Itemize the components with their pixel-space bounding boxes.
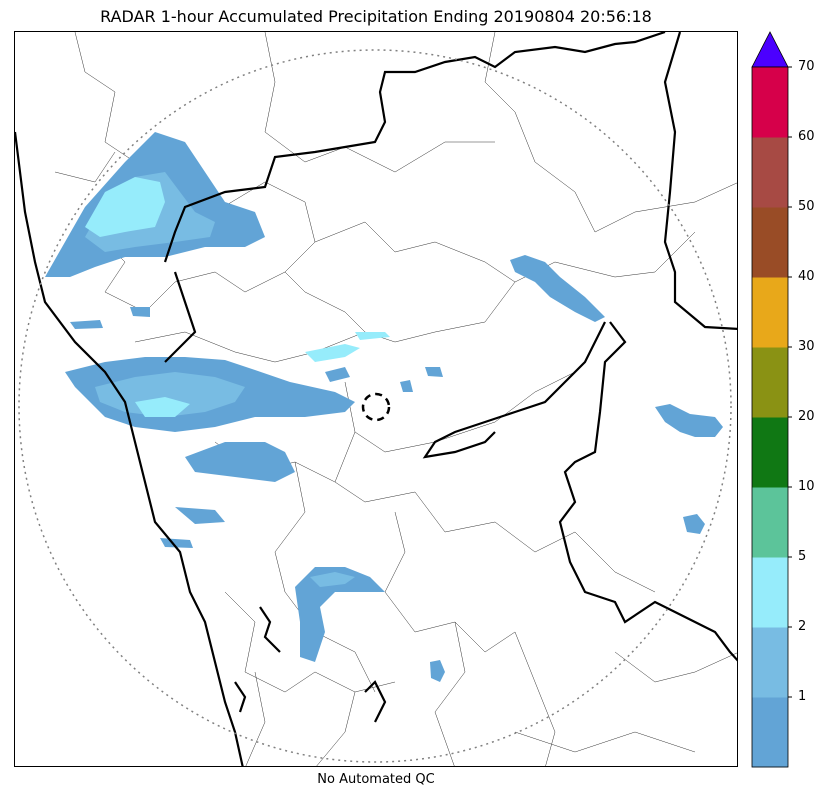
colorbar-segment	[752, 697, 788, 768]
colorbar-tick-label: 2	[798, 619, 807, 634]
colorbar-extend-arrow	[751, 31, 789, 68]
colorbar-segment	[752, 557, 788, 628]
colorbar	[751, 31, 792, 768]
colorbar-segment	[752, 277, 788, 348]
colorbar-tick-label: 20	[798, 409, 815, 424]
colorbar-segment	[752, 627, 788, 698]
radar-site-marker	[361, 392, 391, 422]
map-canvas	[15, 32, 737, 766]
colorbar-segment	[752, 347, 788, 418]
colorbar-segment	[752, 67, 788, 138]
colorbar-segment	[752, 487, 788, 558]
chart-title: RADAR 1-hour Accumulated Precipitation E…	[100, 7, 652, 26]
colorbar-tick-label: 5	[798, 549, 807, 564]
colorbar-segment	[752, 417, 788, 488]
precipitation	[45, 132, 723, 682]
colorbar-segment	[752, 207, 788, 278]
qc-note: No Automated QC	[317, 772, 435, 787]
district-boundaries	[54, 32, 737, 766]
radar-map	[14, 31, 738, 767]
colorbar-tick-label: 30	[798, 339, 815, 354]
colorbar-tick-label: 10	[798, 479, 815, 494]
colorbar-tick-label: 70	[798, 59, 815, 74]
colorbar-tick-label: 50	[798, 199, 815, 214]
colorbar-tick-label: 60	[798, 129, 815, 144]
radar-range-ring	[18, 49, 732, 763]
colorbar-tick-label: 40	[798, 269, 815, 284]
colorbar-canvas	[751, 31, 792, 768]
colorbar-segment	[752, 137, 788, 208]
state-boundaries	[15, 32, 737, 766]
colorbar-tick-label: 1	[798, 689, 807, 704]
